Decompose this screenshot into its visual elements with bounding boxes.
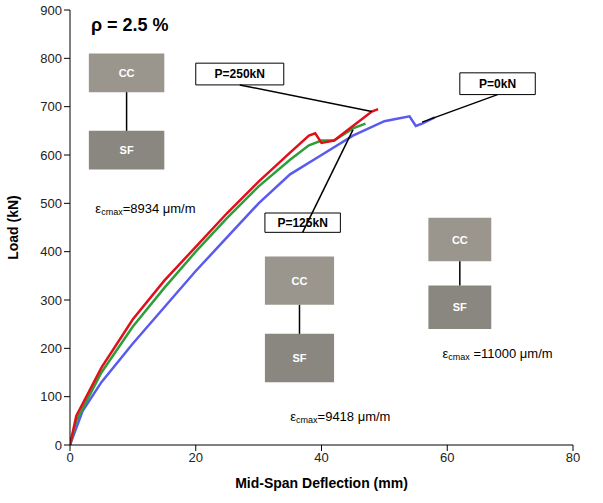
svg-text:40: 40	[314, 450, 328, 465]
svg-text:900: 900	[40, 3, 62, 18]
svg-text:P=0kN: P=0kN	[479, 77, 516, 91]
svg-text:SF: SF	[120, 144, 134, 156]
svg-text:0: 0	[66, 450, 73, 465]
svg-text:P=125kN: P=125kN	[277, 216, 327, 230]
svg-text:ρ = 2.5 %: ρ = 2.5 %	[91, 15, 169, 35]
svg-text:500: 500	[40, 196, 62, 211]
svg-text:400: 400	[40, 244, 62, 259]
svg-text:600: 600	[40, 148, 62, 163]
svg-text:700: 700	[40, 99, 62, 114]
svg-text:60: 60	[440, 450, 454, 465]
svg-text:0: 0	[55, 438, 62, 453]
svg-text:20: 20	[189, 450, 203, 465]
svg-text:CC: CC	[452, 234, 468, 246]
svg-text:80: 80	[566, 450, 580, 465]
svg-text:200: 200	[40, 341, 62, 356]
svg-text:Mid-Span Deflection (mm): Mid-Span Deflection (mm)	[235, 475, 408, 491]
svg-text:300: 300	[40, 293, 62, 308]
svg-text:CC: CC	[292, 275, 308, 287]
svg-text:CC: CC	[119, 67, 135, 79]
svg-text:P=250kN: P=250kN	[215, 67, 265, 81]
svg-text:SF: SF	[292, 352, 306, 364]
svg-text:εcmax =11000 μm/m: εcmax =11000 μm/m	[443, 346, 553, 363]
svg-text:εcmax=9418 μm/m: εcmax=9418 μm/m	[290, 409, 390, 426]
svg-text:εcmax=8934 μm/m: εcmax=8934 μm/m	[95, 201, 195, 218]
svg-text:800: 800	[40, 51, 62, 66]
svg-text:Load (kN): Load (kN)	[5, 195, 21, 260]
svg-text:SF: SF	[453, 301, 467, 313]
svg-text:100: 100	[40, 389, 62, 404]
